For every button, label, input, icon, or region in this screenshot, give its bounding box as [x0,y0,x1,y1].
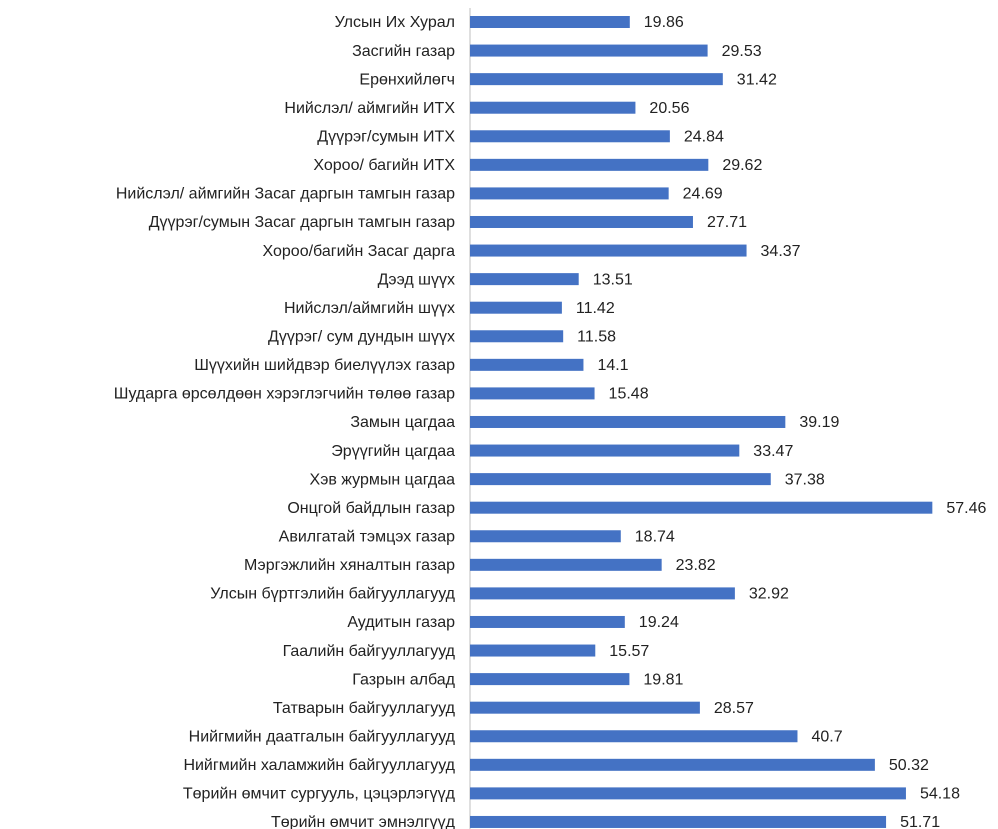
data-label: 19.86 [644,14,684,31]
bar [470,644,596,657]
data-label: 28.57 [714,700,754,717]
category-label: Нийслэл/аймгийн шүүх [284,300,455,317]
bar [470,158,709,171]
data-label: 37.38 [785,471,825,488]
bar [470,530,621,543]
category-label: Мэргэжлийн хяналтын газар [244,557,455,574]
bar [470,101,636,114]
data-label: 51.71 [900,814,940,829]
bar [470,273,579,286]
category-label: Хороо/багийн Засаг дарга [263,243,456,260]
data-label: 11.58 [577,328,616,345]
data-label: 29.62 [722,157,762,174]
category-label: Шүүхийн шийдвэр биелүүлэх газар [194,357,455,374]
bar [470,244,747,257]
category-label: Засгийн газар [352,43,455,60]
data-label: 15.48 [609,386,649,403]
bar [470,473,771,486]
category-label: Нийслэл/ аймгийн Засаг даргын тамгын газ… [116,186,455,203]
category-label: Замын цагдаа [350,414,455,431]
category-label: Шударга өрсөлдөөн хэрэглэгчийн төлөө газ… [114,386,455,403]
category-label: Нийслэл/ аймгийн ИТХ [284,100,455,117]
data-label: 40.7 [811,728,842,745]
bar [470,701,700,714]
data-label: 24.69 [683,186,723,203]
data-label: 19.81 [643,671,683,688]
data-label: 31.42 [737,71,777,88]
data-label: 54.18 [920,786,960,803]
bar [470,187,669,200]
category-label: Улсын бүртгэлийн байгууллагууд [210,586,455,603]
bar [470,501,933,514]
bar [470,73,723,86]
bar [470,415,786,428]
category-label: Дүүрэг/ сум дундын шүүх [268,328,455,345]
data-label: 15.57 [609,643,649,660]
data-label: 14.1 [597,357,628,374]
data-label: 32.92 [749,586,789,603]
bar [470,301,562,314]
bar [470,558,662,571]
data-label: 50.32 [889,757,929,774]
category-label: Авилгатай тэмцэх газар [279,528,455,545]
bar [470,387,595,400]
data-label: 34.37 [761,243,801,260]
category-label: Татварын байгууллагууд [273,700,456,717]
data-label: 20.56 [649,100,689,117]
category-label: Дүүрэг/сумын ИТХ [317,128,455,145]
category-label: Хэв журмын цагдаа [310,471,456,488]
category-label: Дээд шүүх [378,271,455,288]
category-label: Дүүрэг/сумын Засаг даргын тамгын газар [149,214,455,231]
data-label: 33.47 [753,443,793,460]
category-label: Эрүүгийн цагдаа [331,443,455,460]
bar [470,330,564,343]
data-label: 19.24 [639,614,679,631]
category-label: Төрийн өмчит сургууль, цэцэрлэгүүд [183,786,456,803]
category-label: Улсын Их Хурал [335,14,455,31]
category-label: Гаалийн байгууллагууд [283,643,456,660]
bar [470,815,887,828]
category-label: Нийгмийн халамжийн байгууллагууд [183,757,455,774]
bar [470,730,798,743]
data-label: 57.46 [946,500,986,517]
data-label: 11.42 [576,300,615,317]
bar [470,215,693,228]
category-label: Хороо/ багийн ИТХ [313,157,455,174]
bar [470,587,735,600]
data-label: 24.84 [684,128,724,145]
bar [470,444,740,457]
bar [470,358,584,371]
bar [470,130,670,143]
bar [470,758,875,771]
bar [470,615,625,628]
bar [470,673,630,686]
data-label: 27.71 [707,214,747,231]
category-label: Аудитын газар [347,614,455,631]
data-label: 23.82 [676,557,716,574]
bar [470,16,630,28]
bar [470,787,906,800]
category-label: Ерөнхийлөгч [359,71,455,88]
bar [470,44,708,57]
category-label: Нийгмийн даатгалын байгууллагууд [189,728,456,745]
data-label: 39.19 [799,414,839,431]
category-label: Онцгой байдлын газар [287,500,455,517]
data-label: 13.51 [593,271,633,288]
category-label: Төрийн өмчит эмнэлгүүд [271,814,456,829]
data-label: 18.74 [635,528,675,545]
data-label: 29.53 [722,43,762,60]
category-label: Газрын албад [352,671,455,688]
